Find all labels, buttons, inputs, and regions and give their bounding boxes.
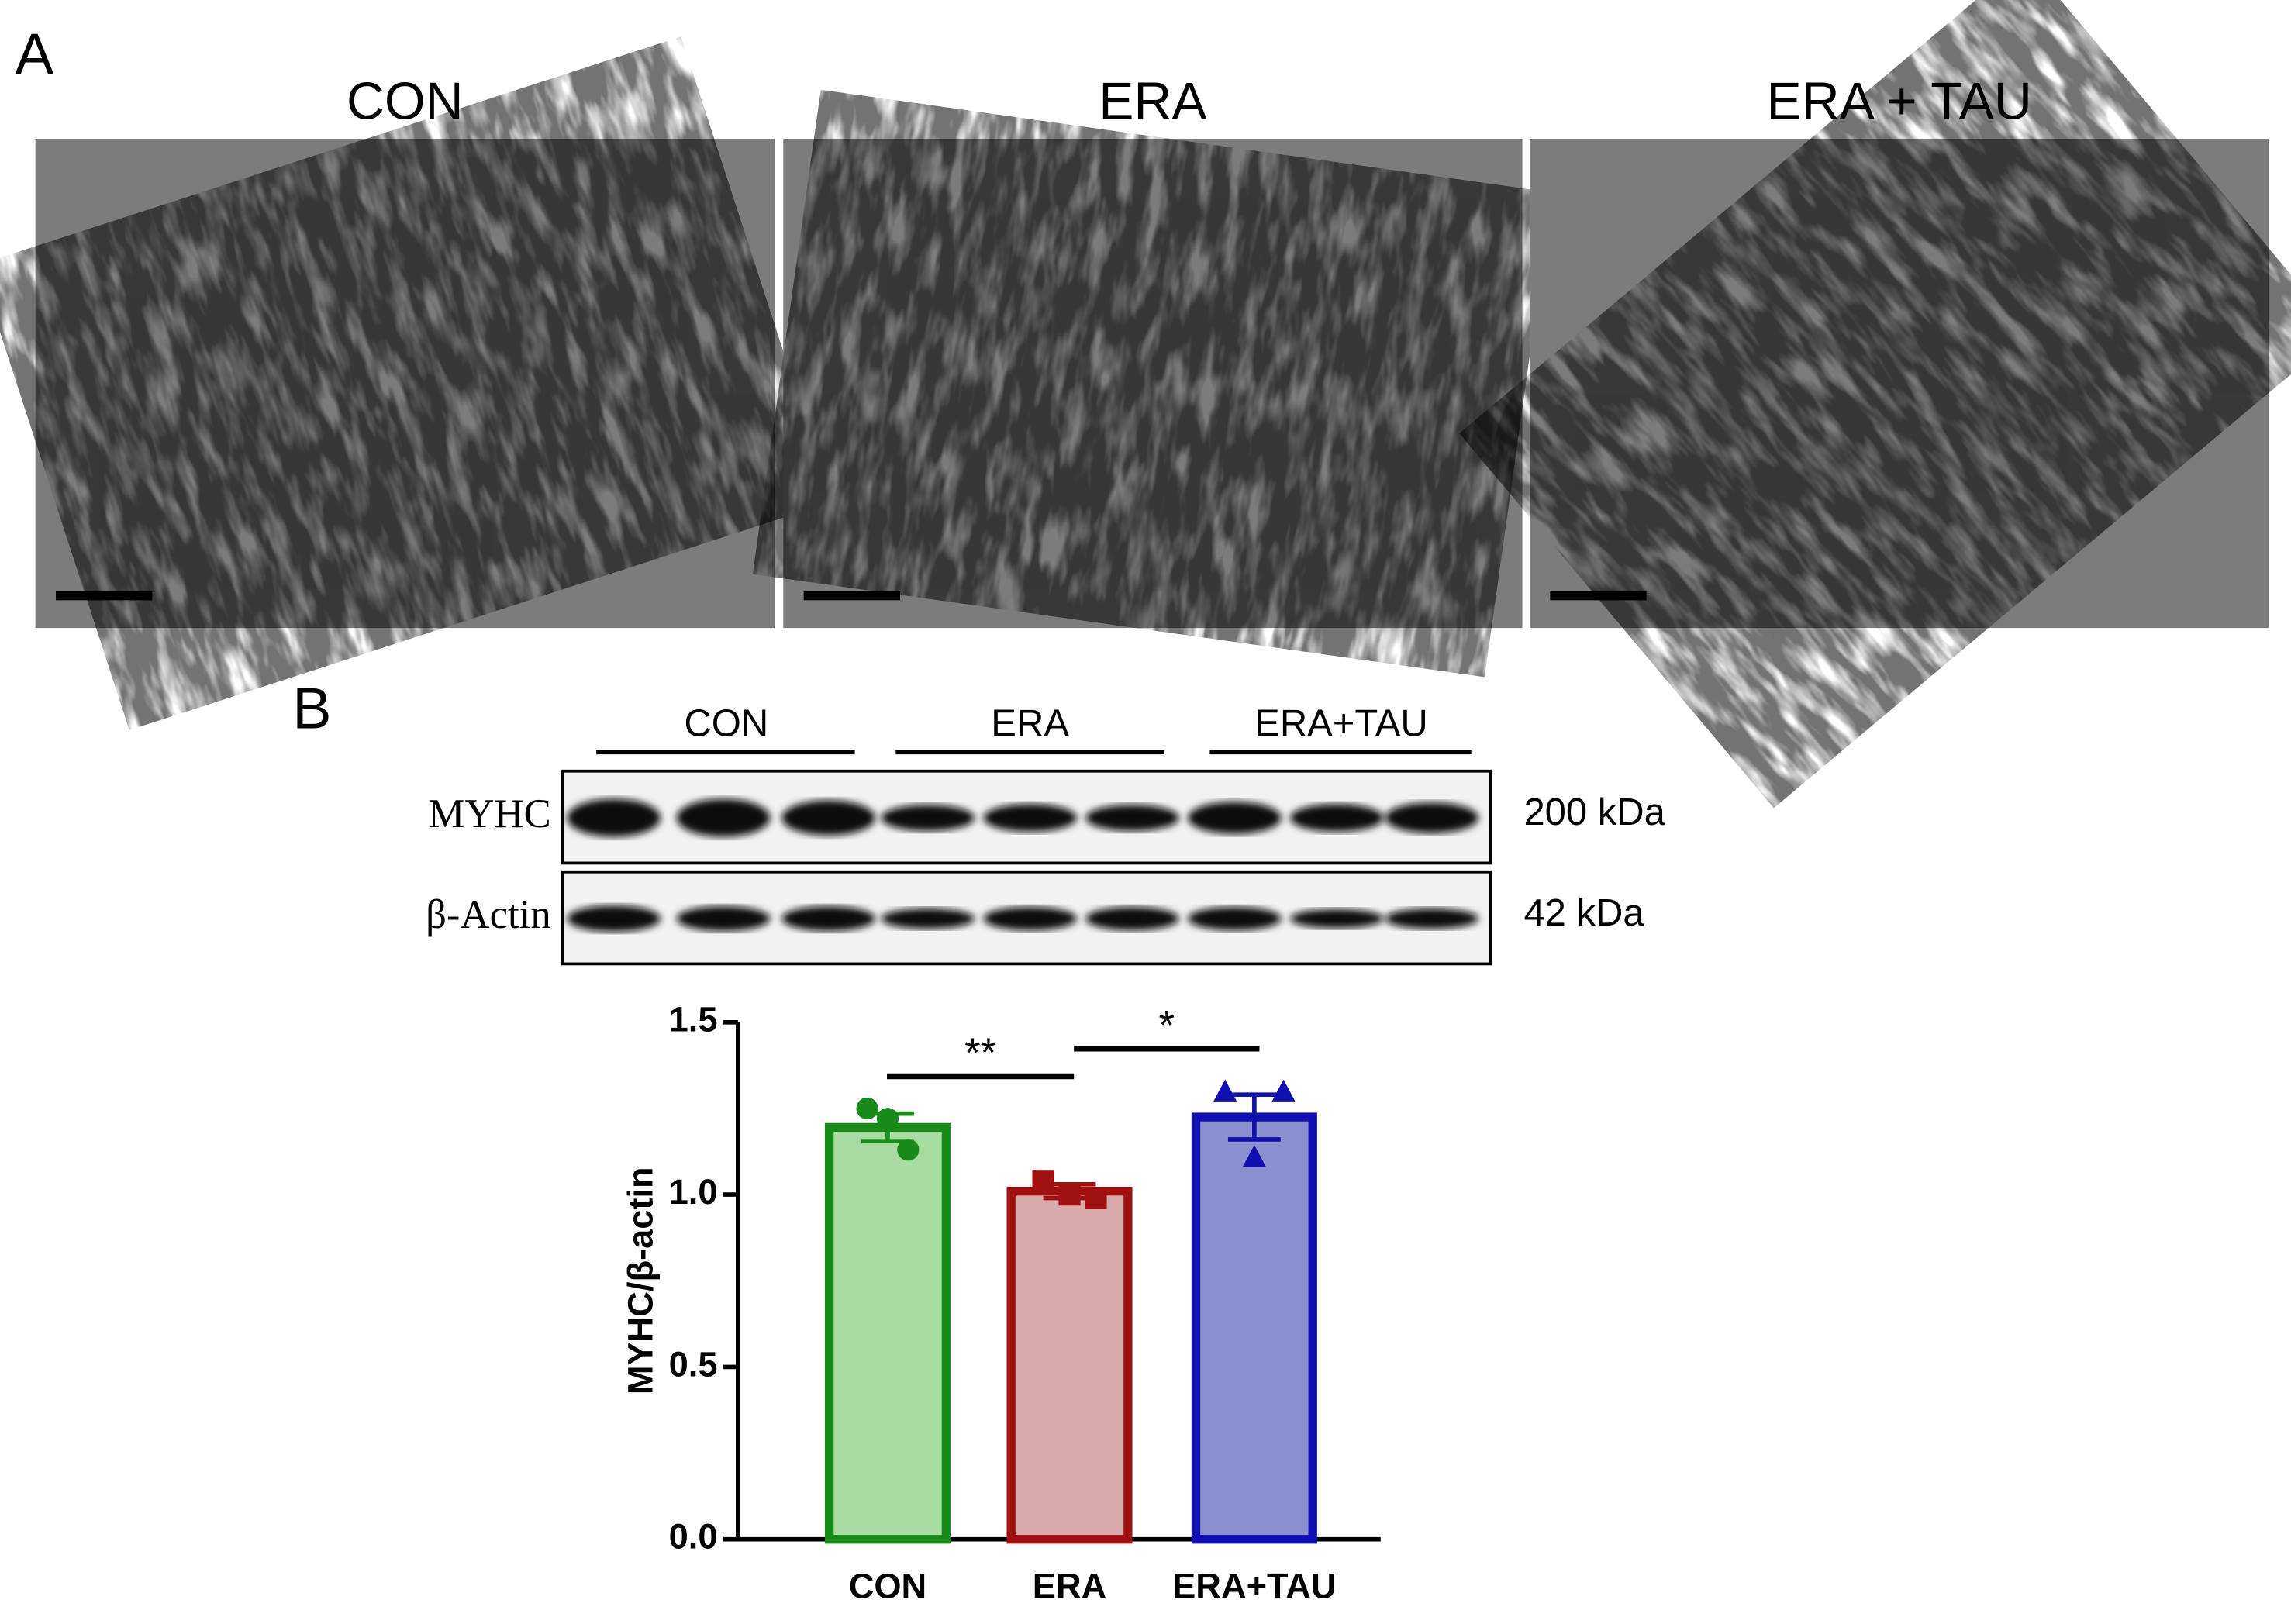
blot-group-label: ERA [991, 702, 1069, 744]
condition-title: ERA [1099, 73, 1207, 131]
band [1085, 805, 1179, 831]
band [881, 908, 975, 929]
y-tick-label: 1.5 [669, 1000, 718, 1040]
bar [824, 1122, 951, 1544]
band [1290, 909, 1384, 929]
band [781, 800, 875, 836]
data-point [1242, 1145, 1266, 1167]
band-size: 200 kDa [1523, 791, 1665, 833]
micrograph-texture [1459, 0, 2291, 809]
bar [1191, 1112, 1317, 1544]
bar [1006, 1187, 1133, 1544]
band [567, 798, 661, 837]
band [1385, 908, 1479, 929]
band [881, 805, 975, 831]
band [781, 906, 875, 932]
protein-label: β-Actin [426, 892, 551, 937]
significance-label: ** [964, 1030, 996, 1076]
band [983, 804, 1077, 832]
y-tick-label: 0.0 [669, 1517, 718, 1557]
data-point [1271, 1079, 1296, 1102]
panel-label: A [15, 21, 54, 86]
band [1085, 906, 1179, 931]
band [676, 906, 771, 932]
blot-group-label: ERA+TAU [1254, 702, 1428, 744]
data-point [1058, 1183, 1081, 1206]
error-bar [1227, 1092, 1281, 1142]
micrograph-texture [0, 36, 833, 730]
y-tick-label: 0.5 [669, 1344, 718, 1384]
band [1290, 804, 1384, 832]
data-point [897, 1139, 920, 1161]
band [1188, 802, 1282, 834]
protein-label: MYHC [428, 791, 550, 836]
band [1385, 802, 1479, 833]
band [983, 906, 1077, 931]
band [567, 905, 661, 932]
data-point [1085, 1187, 1107, 1209]
band [676, 798, 771, 837]
panel-label: B [292, 675, 331, 740]
data-point [1213, 1079, 1237, 1102]
band [1188, 906, 1282, 931]
data-point [856, 1097, 878, 1120]
data-point [876, 1108, 899, 1130]
data-point [1032, 1170, 1054, 1192]
significance-label: * [1159, 1002, 1175, 1048]
x-tick-label: CON [849, 1567, 926, 1606]
micrograph-texture [752, 89, 1553, 678]
x-tick-label: ERA+TAU [1172, 1567, 1336, 1606]
y-tick-label: 1.0 [669, 1172, 718, 1212]
y-axis-label: MYHC/β-actin [620, 1167, 660, 1395]
blot-group-label: CON [684, 702, 768, 744]
x-tick-label: ERA [1033, 1567, 1106, 1606]
band-size: 42 kDa [1523, 892, 1644, 934]
